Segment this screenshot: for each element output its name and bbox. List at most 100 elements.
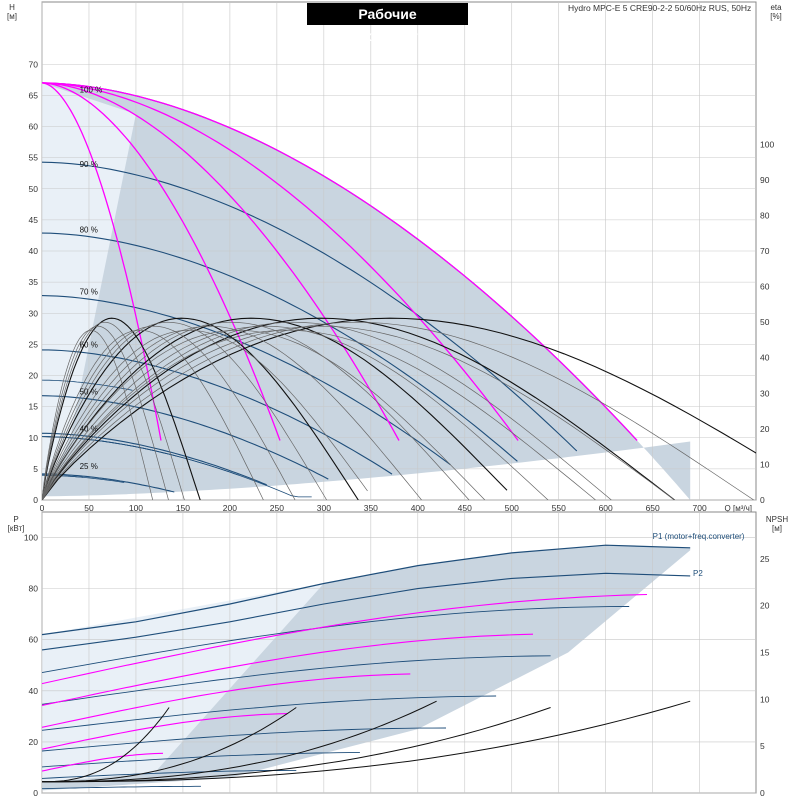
qh-efficiency-curve	[42, 329, 486, 500]
qh-x-tick-label: 100	[129, 503, 143, 513]
qh-eta-tick-label: 80	[760, 210, 770, 220]
qh-pump-count-curve	[42, 82, 400, 441]
power-series-label: P2	[693, 569, 703, 578]
qh-pump-count-curve	[42, 82, 519, 441]
qh-y-tick-label: 40	[29, 246, 39, 256]
npsh-tick-label: 15	[760, 648, 770, 658]
p1-max-curve	[41, 544, 691, 636]
power-pump-count-curve	[41, 633, 534, 706]
qh-x-tick-label: 300	[317, 503, 331, 513]
qh-y-tick-label: 10	[29, 433, 39, 443]
eta-axis-title-text: eta [%]	[770, 3, 782, 21]
npsh-curve	[41, 707, 170, 783]
qh-efficiency-curve	[42, 321, 470, 500]
qh-speed-curve	[42, 295, 451, 466]
qh-efficiency-curve	[42, 329, 368, 500]
npsh-tick-label: 0	[760, 788, 765, 798]
qh-efficiency-curve	[42, 317, 359, 500]
qh-speed-curve	[42, 395, 329, 480]
qh-speed-label: 90 %	[80, 160, 98, 169]
qh-x-tick-label: 50	[84, 503, 94, 513]
qh-speed-label: 80 %	[80, 225, 98, 234]
qh-y-tick-label: 35	[29, 277, 39, 287]
power-y-tick-label: 40	[29, 686, 39, 696]
qh-y-tick-label: 30	[29, 308, 39, 318]
qh-efficiency-curve	[42, 321, 185, 500]
power-pump-count-curve	[41, 752, 164, 772]
qh-speed-label: 70 %	[80, 288, 98, 297]
qh-efficiency-curve	[42, 325, 549, 500]
qh-efficiency-curve	[42, 325, 169, 500]
qh-y-tick-label: 50	[29, 184, 39, 194]
npsh-curve	[41, 700, 691, 783]
qh-x-tick-label: 0	[40, 503, 45, 513]
qh-pump-count-curve	[42, 82, 162, 441]
power-series-label: P1 (motor+freq.converter)	[653, 532, 745, 541]
qh-y-tick-label: 5	[33, 464, 38, 474]
power-speed-curve	[41, 752, 360, 768]
power-speed-curve	[41, 727, 447, 752]
power-y-tick-label: 80	[29, 584, 39, 594]
qh-speed-curve	[42, 349, 393, 475]
eta-axis-title: eta [%]	[764, 3, 788, 21]
qh-plot: 0 50 100 150 200 250 300 350 400 450 500 550 600 650 7…	[29, 1, 774, 513]
qh-efficiency-curve	[42, 321, 612, 500]
qh-x-tick-label: 400	[411, 503, 425, 513]
qh-eta-tick-label: 70	[760, 246, 770, 256]
qh-speed-curve	[42, 473, 175, 493]
qh-x-tick-label: 600	[599, 503, 613, 513]
qh-partial-curve	[42, 379, 133, 391]
qh-pump-count-curve	[42, 82, 281, 441]
npsh-axis-title: NPSH [м]	[762, 515, 792, 533]
qh-x-tick-label: 450	[458, 503, 472, 513]
power-pump-count-curve	[41, 673, 411, 728]
qh-x-tick-label: 350	[364, 503, 378, 513]
qh-efficiency-curve	[42, 321, 754, 500]
pump-model-label: Hydro MPC-E 5 CRE90-2-2 50/60Hz RUS, 50H…	[568, 3, 752, 13]
head-axis-title: H [м]	[2, 3, 22, 21]
qh-x-axis-title: Q [м³/ч]	[725, 504, 752, 513]
qh-efficiency-curve	[42, 325, 422, 500]
qh-efficiency-curve	[42, 325, 675, 500]
chart-title: Рабочие характеристики	[307, 3, 468, 44]
qh-x-tick-label: 550	[552, 503, 566, 513]
qh-eta-tick-label: 20	[760, 424, 770, 434]
qh-speed-label: 100 %	[80, 85, 103, 94]
qh-efficiency-curve	[42, 321, 328, 500]
qh-eta-tick-label: 0	[760, 495, 765, 505]
power-y-tick-label: 100	[24, 533, 38, 543]
qh-x-tick-label: 150	[176, 503, 190, 513]
qh-y-tick-label: 45	[29, 215, 39, 225]
head-axis-title-text: H [м]	[7, 3, 17, 21]
qh-eta-tick-label: 90	[760, 175, 770, 185]
qh-efficiency-curve	[42, 317, 508, 500]
qh-y-tick-label: 25	[29, 339, 39, 349]
qh-efficiency-curve	[42, 329, 154, 500]
power-y-tick-label: 20	[29, 737, 39, 747]
npsh-curve	[41, 707, 297, 783]
qh-speed-label: 40 %	[80, 425, 98, 434]
power-speed-curve	[41, 655, 551, 705]
qh-x-tick-label: 200	[223, 503, 237, 513]
qh-speed-label: 50 %	[80, 387, 98, 396]
qh-y-tick-label: 0	[33, 495, 38, 505]
qh-efficiency-curve	[42, 317, 201, 500]
power-speed-curve	[41, 695, 497, 731]
qh-y-tick-label: 55	[29, 153, 39, 163]
power-axis-title: P [кВт]	[2, 515, 30, 533]
power-pump-count-curve	[41, 593, 648, 685]
power-axis-title-text: P [кВт]	[7, 515, 25, 533]
npsh-tick-label: 5	[760, 741, 765, 751]
power-operating-envelope	[42, 545, 691, 791]
qh-y-tick-label: 70	[29, 59, 39, 69]
qh-efficiency-curve	[42, 329, 596, 500]
npsh-axis-title-text: NPSH [м]	[765, 515, 789, 533]
qh-y-tick-label: 65	[29, 90, 39, 100]
p2-max-curve	[41, 572, 691, 651]
qh-operating-envelope	[42, 82, 691, 500]
qh-eta-tick-label: 30	[760, 388, 770, 398]
power-y-tick-label: 0	[33, 788, 38, 798]
qh-efficiency-curve	[42, 329, 264, 500]
npsh-tick-label: 20	[760, 601, 770, 611]
